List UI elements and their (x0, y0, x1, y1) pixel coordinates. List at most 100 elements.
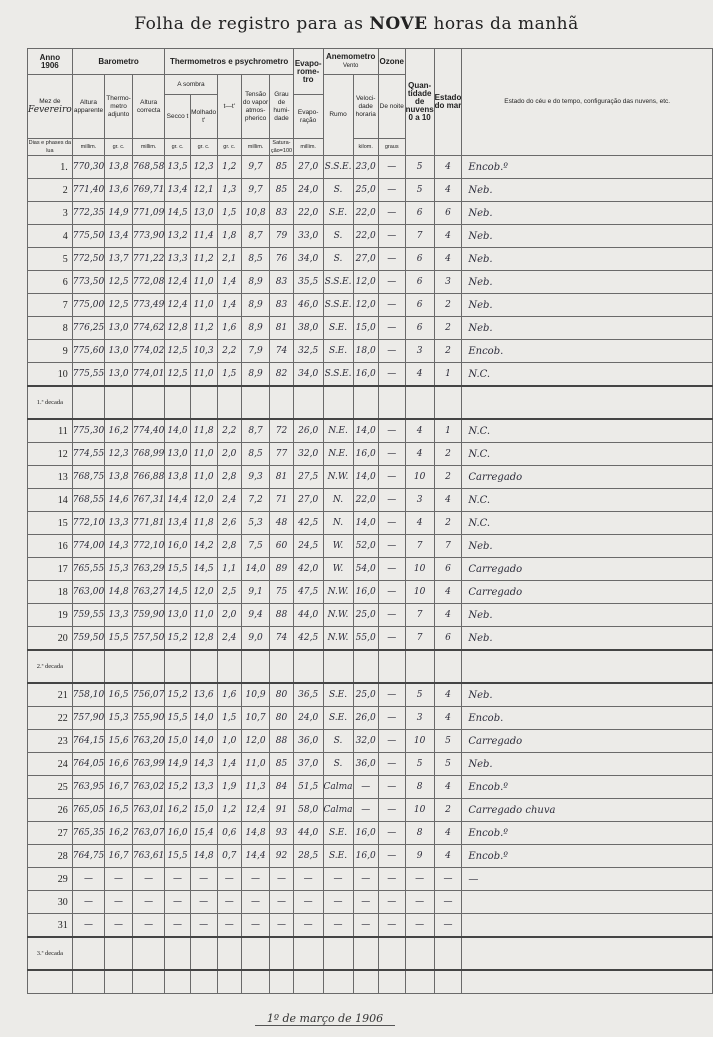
table-row: 10 775,55 13,0 774,01 12,5 11,0 1,5 8,9 82 34,0 S.… (27, 362, 713, 387)
wind-speed-cell: 12,0 (352, 270, 379, 294)
wind-speed-cell: 16,0 (352, 580, 379, 604)
wind-direction-cell: N.E. (322, 418, 354, 443)
day-cell: 23 (27, 729, 73, 753)
attached-thermometer-cell: 15,6 (104, 729, 133, 753)
wet-temp-cell: — (189, 867, 218, 891)
decade-row: 2.ª decada (27, 649, 713, 684)
sea-state-cell: 3 (433, 270, 463, 294)
table-row: 5 772,50 13,7 771,22 13,3 11,2 2,1 8,5 76 34,0 S. 2… (27, 247, 713, 271)
day-cell: 14 (27, 488, 73, 512)
humidity-cell: 76 (269, 247, 294, 271)
dry-temp-cell: 13,3 (164, 247, 191, 271)
humidity-cell: 85 (269, 155, 294, 179)
table-row: 11 775,30 16,2 774,40 14,0 11,8 2,2 8,7 72 26,0 N.… (27, 418, 713, 443)
evaporation-cell: 51,5 (292, 775, 324, 799)
corrected-height-cell: 766,88 (131, 465, 166, 489)
attached-thermometer-cell: 14,6 (104, 488, 133, 512)
sea-state-cell: 7 (433, 534, 463, 558)
day-cell: 10 (27, 362, 73, 387)
temp-difference-cell: 1,5 (216, 706, 243, 730)
wet-temp-cell: 13,6 (189, 682, 218, 707)
corrected-height-cell: — (131, 890, 166, 914)
wet-temp-cell: 11,0 (189, 293, 218, 317)
decade-cell (377, 385, 406, 420)
ozone-cell: — (377, 580, 406, 604)
signature-date: 1º de março de 1906 (255, 1012, 395, 1026)
blank-cell (433, 969, 463, 994)
ozone-cell: — (377, 890, 406, 914)
sea-state-cell: 2 (433, 316, 463, 340)
ozone-cell: — (377, 488, 406, 512)
apparent-height-cell: 775,00 (71, 293, 106, 317)
unit-label: millim. (292, 138, 324, 156)
dry-temp-cell: 12,4 (164, 270, 191, 294)
apparent-height-cell: 775,55 (71, 362, 106, 387)
decade-cell (269, 649, 294, 684)
sky-state-cell: Encob.º (461, 775, 713, 799)
decade-cell (216, 649, 243, 684)
blank-cell (71, 969, 106, 994)
table-row: 15 772,10 13,3 771,81 13,4 11,8 2,6 5,3 48 42,5 N.… (27, 511, 713, 535)
temp-difference-cell: 2,8 (216, 465, 243, 489)
ozone-cell: — (377, 626, 406, 651)
cloud-amount-cell: 3 (404, 339, 435, 363)
attached-thermometer-cell: 13,0 (104, 339, 133, 363)
wind-speed-cell: 15,0 (352, 316, 379, 340)
attached-thermometer-cell: 13,8 (104, 465, 133, 489)
humidity-cell: — (269, 913, 294, 938)
apparent-height-cell: 765,55 (71, 557, 106, 581)
ozone-cell: — (377, 729, 406, 753)
wind-direction-cell: S. (322, 752, 354, 776)
evaporation-cell: 28,5 (292, 844, 324, 868)
decade-cell (241, 385, 271, 420)
wet-temp-cell: 11,2 (189, 247, 218, 271)
table-row: 9 775,60 13,0 774,02 12,5 10,3 2,2 7,9 74 32,5 S.E… (27, 339, 713, 363)
cloud-amount-cell: 4 (404, 418, 435, 443)
attached-thermometer-cell: 12,5 (104, 293, 133, 317)
wind-speed-cell: 32,0 (352, 729, 379, 753)
blank-cell (352, 969, 379, 994)
unit-label: millim. (131, 138, 166, 156)
attached-thermometer-cell: — (104, 867, 133, 891)
blank-cell (292, 969, 324, 994)
attached-thermometer-cell: 13,0 (104, 362, 133, 387)
decade-cell (216, 936, 243, 971)
sea-state-cell: 2 (433, 293, 463, 317)
table-row: 30— — — — — — — — — — — — — — (27, 890, 713, 914)
attached-thermometer-cell: 16,2 (104, 821, 133, 845)
register-table: Anno 1906 Barometro Thermometros e psychr… (27, 48, 713, 994)
sky-state-cell: Carregado chuva (461, 798, 713, 822)
ozone-cell: — (377, 682, 406, 707)
sky-state-cell: Encob.º (461, 821, 713, 845)
decade-label: 3.ª decada (27, 936, 73, 971)
decade-cell (189, 649, 218, 684)
corrected-height-cell: 757,50 (131, 626, 166, 651)
sky-state-cell: Encob.º (461, 155, 713, 179)
ozone-cell: — (377, 155, 406, 179)
cloud-amount-cell: — (404, 890, 435, 914)
vapor-tension-cell: 14,4 (241, 844, 271, 868)
apparent-height-cell: — (71, 913, 106, 938)
apparent-height-cell: 765,05 (71, 798, 106, 822)
wet-temp-cell: 13,3 (189, 775, 218, 799)
wet-temp-cell: 11,8 (189, 511, 218, 535)
cloud-amount-cell: 5 (404, 682, 435, 707)
vapor-tension-cell: 9,3 (241, 465, 271, 489)
sea-state-cell: 4 (433, 844, 463, 868)
day-cell: 13 (27, 465, 73, 489)
wind-direction-cell: — (322, 890, 354, 914)
temp-difference-cell: 0,6 (216, 821, 243, 845)
sea-state-cell: 2 (433, 798, 463, 822)
wind-speed-cell: 52,0 (352, 534, 379, 558)
decade-cell (352, 936, 379, 971)
temp-difference-cell: 1,4 (216, 752, 243, 776)
table-row: 20 759,50 15,5 757,50 15,2 12,8 2,4 9,0 74 42,5 N.… (27, 626, 713, 651)
wind-direction-cell: Calma (322, 798, 354, 822)
corrected-height-cell: 763,20 (131, 729, 166, 753)
apparent-height-cell: 770,30 (71, 155, 106, 179)
evaporation-cell: — (292, 913, 324, 938)
attached-thermometer-cell: 13,7 (104, 247, 133, 271)
wet-temp-cell: 12,1 (189, 178, 218, 202)
vapor-tension-cell: 7,2 (241, 488, 271, 512)
evaporation-cell: 32,5 (292, 339, 324, 363)
